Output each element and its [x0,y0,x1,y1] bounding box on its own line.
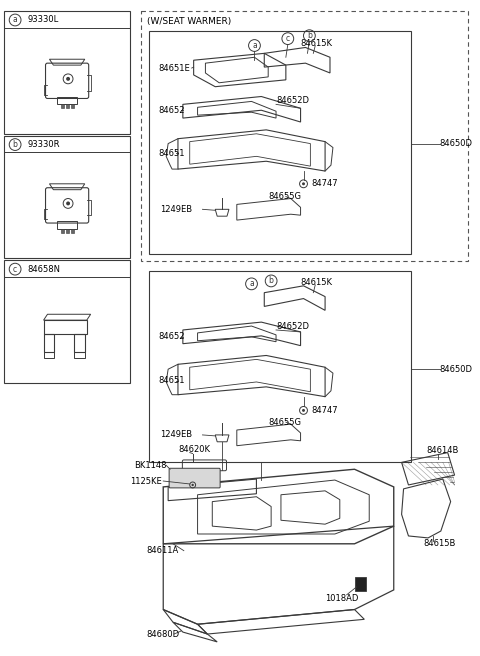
Bar [61,104,64,108]
Bar [71,104,74,108]
Text: 84680D: 84680D [146,630,180,638]
Text: 93330R: 93330R [28,140,60,149]
Text: 84652D: 84652D [276,96,309,105]
Text: b: b [269,276,274,285]
Bar [71,229,74,233]
Text: b: b [12,140,18,149]
Bar [4,11,130,134]
Text: 84652D: 84652D [276,321,309,331]
Text: 84651E: 84651E [158,64,190,73]
Text: 1018AD: 1018AD [325,594,359,604]
Bar [148,31,411,255]
Circle shape [192,483,194,486]
Text: 1249EB: 1249EB [160,205,192,214]
Bar [44,352,54,358]
Text: 84651: 84651 [158,149,185,158]
Text: 1249EB: 1249EB [160,430,192,440]
Text: 84650D: 84650D [440,139,473,148]
Text: a: a [249,279,254,289]
Text: 1125KE: 1125KE [131,476,162,485]
Text: 84652: 84652 [158,333,185,341]
Text: 84650D: 84650D [440,365,473,374]
Bar [4,260,130,383]
Bar [61,229,64,233]
Text: 84615B: 84615B [423,539,456,548]
Text: 84652: 84652 [158,106,185,115]
Text: 84620K: 84620K [178,445,210,454]
Bar [148,271,411,462]
Bar [74,352,85,358]
Bar [4,136,130,258]
Bar [355,577,366,591]
Bar [44,320,87,334]
Bar [66,104,69,108]
Text: 84747: 84747 [312,406,338,415]
Text: 84658N: 84658N [28,264,61,274]
Circle shape [66,201,70,205]
FancyBboxPatch shape [169,468,220,488]
Bar [74,334,85,352]
Bar [57,221,77,229]
Circle shape [66,77,70,81]
Text: 84614B: 84614B [426,446,458,455]
Text: 84615K: 84615K [300,39,333,48]
Text: 84655G: 84655G [268,418,301,426]
Text: BK1148: BK1148 [134,461,166,470]
Text: 93330L: 93330L [28,16,59,24]
Text: 84615K: 84615K [300,278,333,287]
Text: a: a [13,16,17,24]
Text: 84651: 84651 [158,377,185,386]
Bar [66,229,69,233]
Text: c: c [286,34,290,43]
Bar [57,96,77,104]
Text: 84611A: 84611A [146,546,179,555]
Circle shape [302,182,305,185]
Bar [141,11,468,261]
Text: c: c [13,264,17,274]
Text: (W/SEAT WARMER): (W/SEAT WARMER) [146,18,231,26]
Text: 84747: 84747 [312,179,338,188]
Text: b: b [307,31,312,40]
Text: 84655G: 84655G [268,192,301,201]
Text: a: a [252,41,257,50]
Bar [44,334,54,352]
Circle shape [302,409,305,412]
